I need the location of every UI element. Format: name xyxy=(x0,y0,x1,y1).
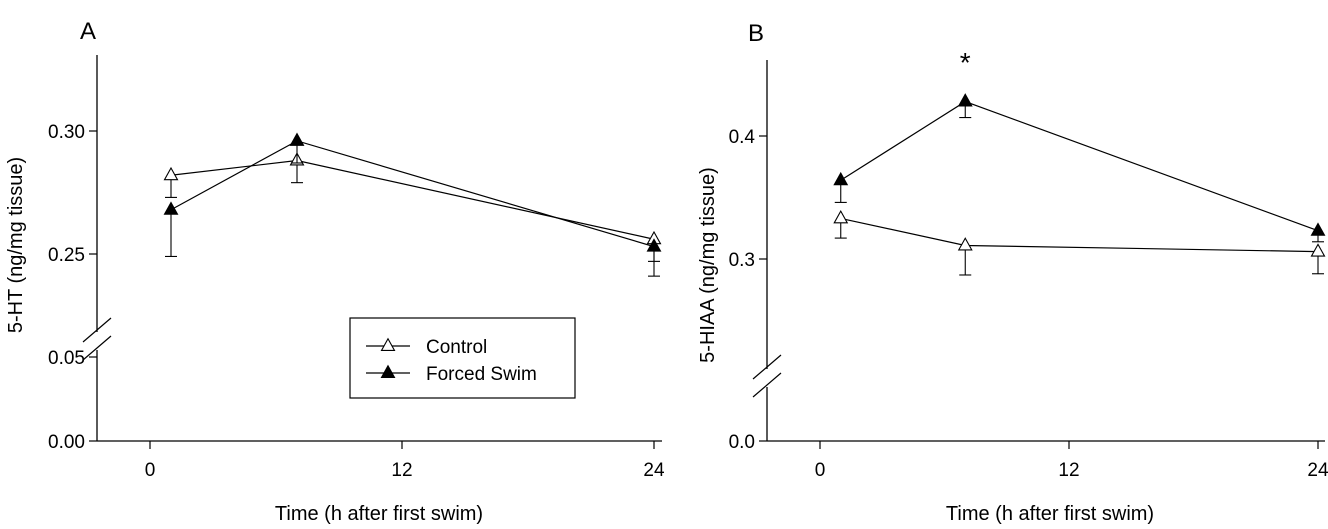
x-tick-label: 24 xyxy=(643,460,665,481)
legend-forced-swim-marker xyxy=(380,364,396,378)
legend-label: Control xyxy=(426,337,487,358)
y-tick-label: 0.05 xyxy=(48,348,85,369)
y-tick-label: 0.30 xyxy=(48,122,85,143)
panel-b: B 0.0 0.3 0.4 0 12 24 Time (h after first swim)… xyxy=(697,20,1328,525)
axis-break-mark xyxy=(82,335,112,361)
control-marker xyxy=(163,166,179,181)
x-tick-label: 0 xyxy=(145,460,156,481)
series-line-control xyxy=(840,217,1319,253)
y-tick-label: 0.25 xyxy=(48,245,85,266)
forced-swim-marker xyxy=(646,238,662,252)
legend-box xyxy=(349,317,576,399)
panel-a: A 0.00 0.05 0.25 0.30 0 12 24 Time (h after firs… xyxy=(5,18,665,525)
x-tick-label: 12 xyxy=(391,460,412,481)
y-tick-label: 0.3 xyxy=(729,250,755,271)
panel-letter: A xyxy=(80,18,96,45)
series-line-control xyxy=(170,159,655,240)
y-axis-title: 5-HT (ng/mg tissue) xyxy=(5,157,27,333)
significance-asterisk: * xyxy=(960,47,971,78)
control-marker xyxy=(1310,243,1326,257)
forced-swim-marker xyxy=(289,132,305,146)
legend-label: Forced Swim xyxy=(426,364,537,385)
control-marker xyxy=(957,237,973,251)
axis-break-mark xyxy=(752,354,782,380)
series-line-forced-swim xyxy=(840,100,1319,232)
forced-swim-marker xyxy=(163,201,179,215)
x-axis-title: Time (h after first swim) xyxy=(275,503,483,525)
y-tick-label: 0.0 xyxy=(729,432,755,453)
x-tick-label: 0 xyxy=(815,460,826,481)
x-axis-title: Time (h after first swim) xyxy=(946,503,1154,525)
axis-break-mark xyxy=(82,317,112,343)
forced-swim-marker xyxy=(833,171,849,186)
legend-control-marker xyxy=(380,337,396,351)
panel-letter: B xyxy=(748,20,764,47)
x-tick-label: 12 xyxy=(1058,460,1079,481)
y-tick-label: 0.00 xyxy=(48,432,85,453)
y-axis-title: 5-HIAA (ng/mg tissue) xyxy=(697,167,719,363)
control-marker xyxy=(833,210,849,224)
x-tick-label: 24 xyxy=(1307,460,1328,481)
forced-swim-marker xyxy=(1310,222,1326,236)
y-tick-label: 0.4 xyxy=(729,127,756,148)
axis-break-mark xyxy=(752,372,782,398)
series-line-forced-swim xyxy=(170,140,655,248)
forced-swim-marker xyxy=(957,93,973,107)
